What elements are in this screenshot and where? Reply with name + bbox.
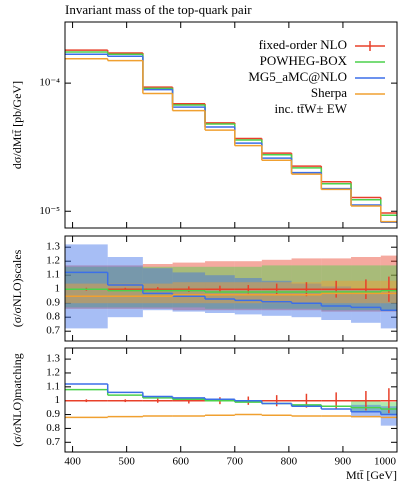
y-tick-label: 0.8: [46, 311, 60, 323]
uncertainty-band: [234, 278, 262, 315]
y-tick-label: 0.9: [46, 297, 60, 309]
legend-label: fixed-order NLO: [259, 37, 347, 52]
y-tick-label: 1.2: [46, 255, 60, 267]
uncertainty-band: [65, 266, 108, 308]
x-tick-label: 600: [172, 456, 189, 468]
x-tick-label: 700: [227, 456, 244, 468]
plot-frame: [64, 21, 398, 229]
y-tick-label: 0.7: [46, 325, 60, 337]
annotation: inc. tt̄W± EW: [275, 101, 348, 116]
y-tick-label: 0.8: [46, 422, 60, 434]
uncertainty-band: [380, 406, 397, 426]
uncertainty-band: [107, 283, 143, 304]
y-tick-label: 10⁻⁴: [39, 77, 60, 89]
legend-label: POWHEG-BOX: [260, 53, 348, 68]
y-axis-label: (σ/σNLO)matching: [10, 353, 24, 447]
plot-frame: [64, 235, 398, 342]
uncertainty-band: [107, 265, 143, 309]
y-tick-label: 0.7: [46, 436, 60, 448]
uncertainty-band: [107, 266, 143, 308]
uncertainty-band: [142, 264, 173, 309]
y-tick-label: 1: [55, 283, 61, 295]
y-tick-label: 1.1: [46, 380, 60, 392]
uncertainty-band: [142, 266, 173, 308]
x-tick-label: 500: [118, 456, 135, 468]
y-tick-label: 1: [55, 394, 61, 406]
y-tick-label: 1.3: [46, 353, 60, 365]
uncertainty-band: [65, 283, 108, 304]
y-tick-label: 1.3: [46, 241, 60, 253]
y-tick-label: 1.2: [46, 366, 60, 378]
plot-frame: [64, 347, 398, 453]
x-tick-label: 800: [281, 456, 298, 468]
uncertainty-band: [107, 257, 143, 318]
uncertainty-band: [65, 244, 108, 329]
y-tick-label: 1.1: [46, 269, 60, 281]
y-axis-label: (σ/σNLO)scales: [10, 249, 24, 327]
chart-title: Invariant mass of the top-quark pair: [65, 2, 252, 17]
y-tick-label: 10⁻⁵: [39, 205, 60, 217]
x-axis-label: Mtt̄ [GeV]: [346, 468, 397, 482]
legend-label: Sherpa: [311, 85, 347, 100]
x-tick-label: 400: [64, 456, 81, 468]
y-axis-label: dσ/dMtt̄ [pb/GeV]: [10, 81, 24, 169]
uncertainty-band: [172, 282, 206, 304]
y-tick-label: 0.9: [46, 408, 60, 420]
legend-label: MG5_aMC@NLO: [248, 69, 347, 84]
x-tick-label: 900: [335, 456, 352, 468]
x-tick-label: 1000: [374, 456, 397, 468]
